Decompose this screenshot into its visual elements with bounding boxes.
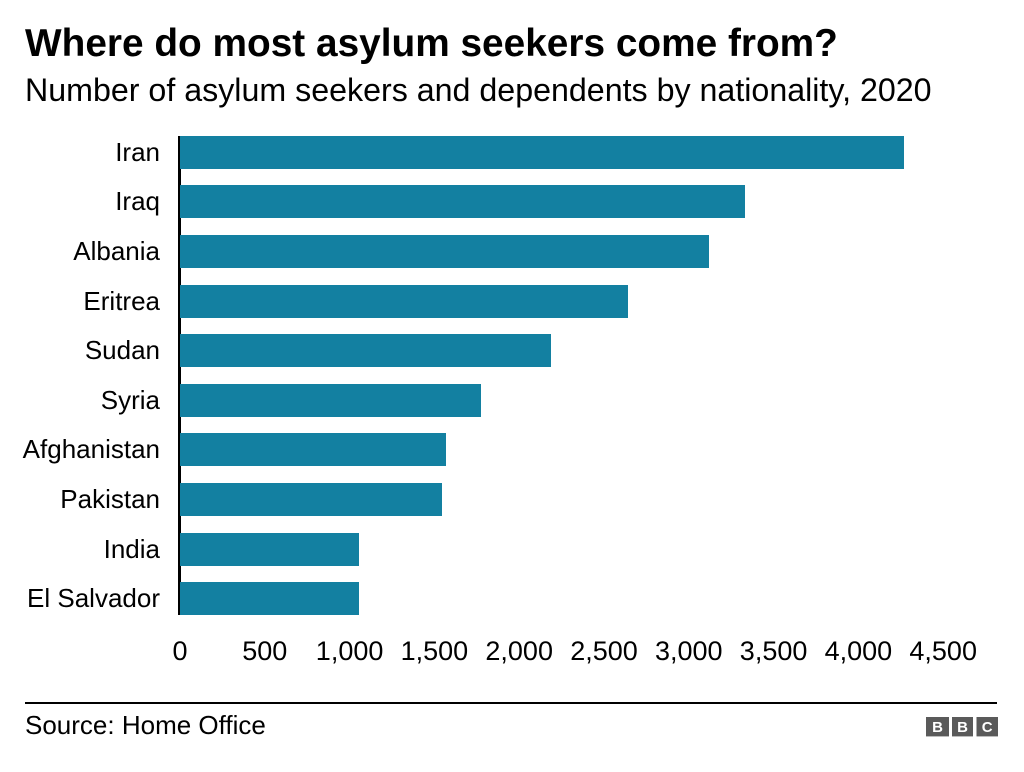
svg-text:C: C (982, 719, 993, 736)
svg-text:B: B (932, 719, 943, 736)
svg-text:B: B (957, 719, 968, 736)
